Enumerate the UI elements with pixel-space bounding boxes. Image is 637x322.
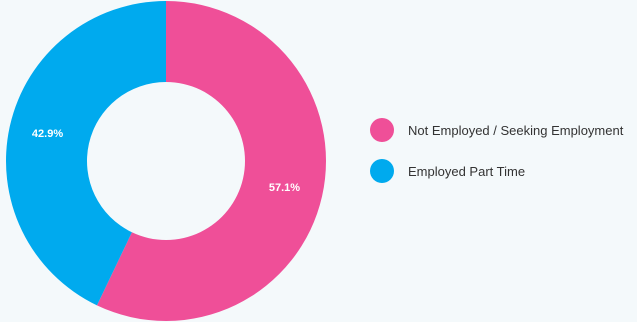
- slice-label-not-employed: 57.1%: [269, 182, 300, 194]
- legend-item-not-employed[interactable]: Not Employed / Seeking Employment: [370, 118, 637, 142]
- donut-chart: 57.1% 42.9%: [5, 1, 326, 321]
- slice-label-employed-part-time: 42.9%: [32, 128, 63, 140]
- slice-employed-part-time[interactable]: [5, 1, 166, 306]
- slice-not-employed[interactable]: [96, 1, 326, 321]
- legend-item-employed-part-time[interactable]: Employed Part Time: [370, 159, 637, 183]
- legend-label-employed-part-time: Employed Part Time: [408, 163, 526, 179]
- legend-swatch-employed-part-time: [370, 159, 394, 183]
- legend-swatch-not-employed: [370, 118, 394, 142]
- chart-legend: Not Employed / Seeking Employment Employ…: [370, 118, 637, 200]
- legend-label-not-employed: Not Employed / Seeking Employment: [408, 122, 624, 138]
